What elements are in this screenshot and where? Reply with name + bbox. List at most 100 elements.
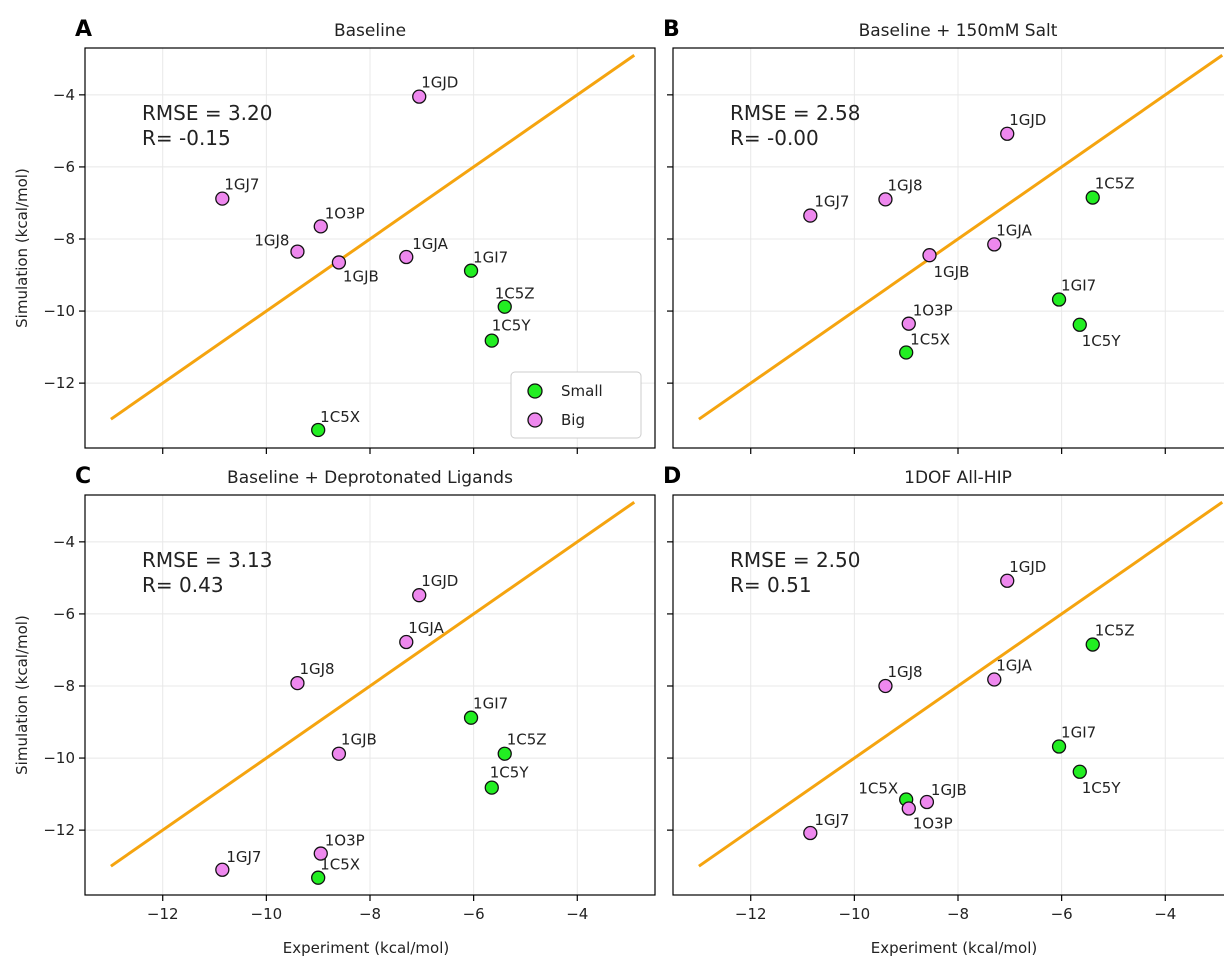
data-point [1085,190,1100,205]
point-label: 1GJD [1009,558,1046,576]
point-label: 1C5Z [1095,622,1135,640]
data-point [313,846,328,861]
y-tick-label: −4 [53,533,75,551]
data-point [331,746,347,761]
data-point [463,710,479,725]
legend-label-small: Small [561,382,603,400]
point-label: 1GJ8 [299,660,334,678]
point-label: 1GJB [341,731,377,749]
x-tick-label: −10 [251,905,283,923]
point-label: 1C5X [320,408,360,426]
point-label: 1C5Z [495,285,535,303]
y-axis-label-top: Simulation (kcal/mol) [13,168,31,328]
data-point [463,263,479,278]
x-tick-label: −4 [566,905,588,923]
data-point [412,588,427,603]
legend-label-big: Big [561,411,585,429]
point-label: 1GJ7 [814,193,849,211]
data-point [803,208,818,223]
y-tick-label: −8 [53,677,75,695]
point-label: 1GJ8 [254,232,289,250]
data-point [1051,292,1067,307]
rmse-label: RMSE = 2.50 [730,548,861,572]
data-point [412,89,427,104]
panel-title: Baseline [334,21,406,41]
data-point [497,299,512,314]
panel-title: Baseline + 150mM Salt [859,21,1058,41]
data-point [484,333,499,348]
y-tick-label: −6 [53,158,75,176]
point-label: 1GJA [996,221,1032,239]
point-label: 1GI7 [473,695,508,713]
x-tick-label: −8 [947,905,969,923]
point-label: 1GI7 [1061,724,1096,742]
point-label: 1O3P [325,204,365,222]
point-label: 1GJ7 [224,176,259,194]
panel-c: −12 −10 −8 −6 −4 −12 −10 −8 −6 −4 C Baseline + Depr… [43,464,656,923]
point-label: 1C5Z [1095,175,1135,193]
legend-marker-big [527,412,543,428]
point-label: 1O3P [913,815,953,833]
point-label: 1C5Y [1082,332,1122,350]
y-tick-label: −10 [43,749,75,767]
panel-d: −12 −10 −8 −6 −4 D 1DOF All-HIP RMSE = 2.50R= 0… [663,464,1224,923]
rmse-label: RMSE = 3.20 [142,101,273,125]
x-tick-label: −12 [147,905,179,923]
point-label: 1C5X [910,331,950,349]
data-point [331,255,347,270]
panel-letter: C [75,464,91,489]
point-label: 1GJ7 [814,811,849,829]
panel-a: −12 −10 −8 −6 −4 A Baseline RMSE = 3.20R= -0.15… [43,17,656,454]
point-label: 1GJA [996,657,1032,675]
identity-line [110,500,636,868]
data-point [313,219,328,234]
data-point [399,249,414,265]
r-label: R= -0.00 [730,126,819,150]
y-tick-label: −10 [43,302,75,320]
data-point [901,316,916,331]
y-tick-label: −12 [43,374,75,392]
point-label: 1C5X [320,856,360,874]
panel-b: B Baseline + 150mM Salt RMSE = 2.58R= -0.0… [663,17,1224,454]
data-point [290,675,305,691]
data-point [215,862,230,877]
identity-line [698,500,1224,868]
point-label: 1C5Z [507,731,547,749]
point-label: 1GJ8 [887,176,922,194]
legend-marker-small [527,383,543,399]
point-label: 1GJD [1009,111,1046,129]
r-label: R= -0.15 [142,126,231,150]
y-tick-label: −8 [53,230,75,248]
x-axis-label-left: Experiment (kcal/mol) [283,939,449,957]
data-point [1072,317,1087,332]
y-axis-label-bottom: Simulation (kcal/mol) [13,615,31,775]
point-label: 1GJA [408,619,444,637]
point-label: 1GJB [934,263,970,281]
x-tick-label: −8 [359,905,381,923]
point-label: 1GJB [343,267,379,285]
panel-title: Baseline + Deprotonated Ligands [227,468,513,488]
data-point [1051,739,1067,754]
x-tick-label: −10 [839,905,871,923]
data-point [1000,573,1015,588]
data-point [987,237,1002,252]
data-point [1085,637,1100,652]
y-tick-label: −6 [53,605,75,623]
data-point [901,801,916,816]
data-point [987,672,1002,687]
x-tick-label: −6 [1051,905,1073,923]
rmse-label: RMSE = 3.13 [142,548,273,572]
data-point [1000,126,1015,141]
point-label: 1GJD [421,572,458,590]
panel-letter: D [663,464,681,489]
data-point [311,422,326,438]
panel-letter: A [75,17,92,42]
data-point [311,870,326,885]
data-point [1072,764,1087,779]
data-point [878,678,893,694]
data-point [922,248,937,263]
r-label: R= 0.43 [142,573,224,597]
data-point [290,244,305,259]
x-tick-label: −4 [1154,905,1176,923]
point-label: 1O3P [913,302,953,320]
